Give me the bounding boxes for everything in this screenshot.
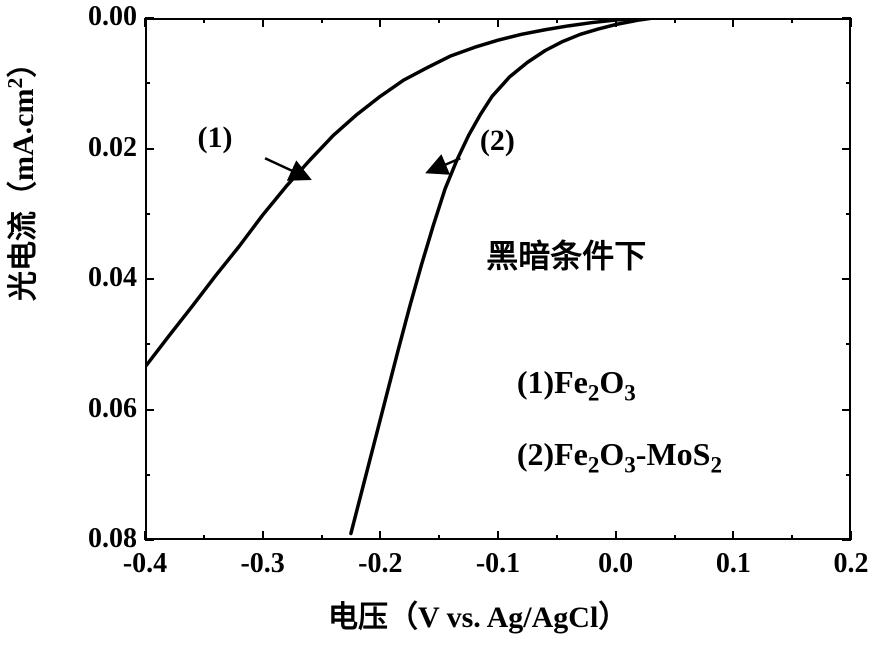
legend-entry: (2)Fe2O3-MoS2 bbox=[517, 436, 722, 473]
series-line bbox=[145, 5, 851, 367]
legend-entry: (1)Fe2O3 bbox=[517, 364, 636, 401]
chart-curves bbox=[0, 0, 878, 645]
condition-annotation: 黑暗条件下 bbox=[486, 231, 646, 277]
series-callout-label: (1) bbox=[197, 121, 232, 155]
series-callout-label: (2) bbox=[480, 124, 515, 158]
chart-container: 光电流（mA.cm2） 电压（V vs. Ag/AgCl） -0.4-0.3-0… bbox=[0, 0, 878, 645]
